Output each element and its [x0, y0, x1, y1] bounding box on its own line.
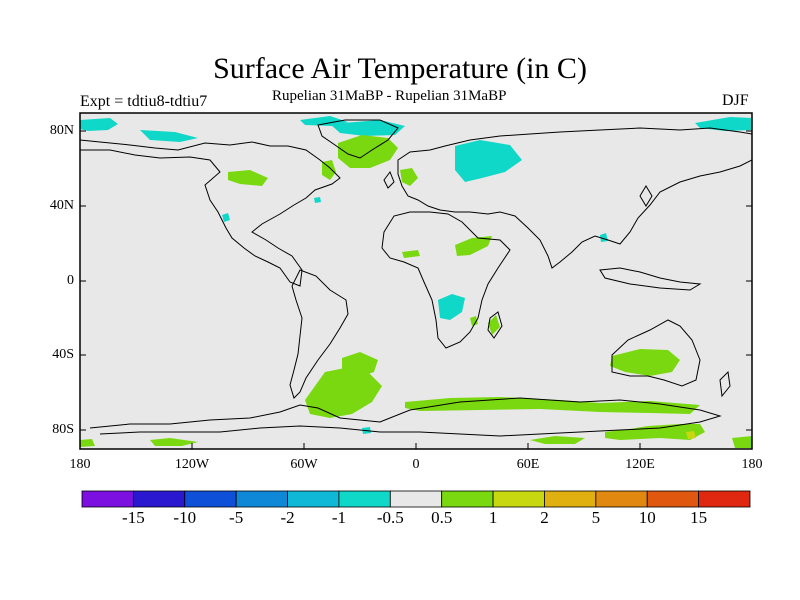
warm-patch-antarctic-south	[530, 436, 585, 444]
colorbar-label-8: 2	[540, 508, 549, 527]
warm-patch-arabia	[455, 236, 492, 256]
colorbar-label-0: -15	[122, 508, 145, 527]
cool-patch-arctic-west	[80, 118, 118, 131]
hot-spot-antarctic	[686, 431, 696, 439]
lon-label-120w: 120W	[174, 457, 210, 472]
colorbar-swatch-3	[235, 490, 288, 508]
colorbar-label-5: -0.5	[376, 508, 404, 527]
warm-patch-antarctic-far-west	[80, 439, 95, 447]
season-label: DJF	[722, 92, 749, 109]
coastline-japan	[639, 185, 653, 207]
lon-label-60w: 60W	[290, 457, 318, 472]
warm-patch-africa-southeast	[470, 316, 478, 326]
warm-patch-antarctic-west	[150, 438, 198, 446]
colorbar-swatch-4	[287, 490, 340, 508]
lon-label-0: 0	[412, 457, 420, 472]
warm-patch-east-europe	[400, 168, 418, 186]
colorbar-swatch-7	[441, 490, 494, 508]
cool-patch-greenland	[330, 120, 405, 136]
colorbar-label-11: 15	[690, 508, 708, 527]
lon-label-120e: 120E	[625, 457, 655, 472]
colorbar-swatch-5	[338, 490, 391, 508]
warm-patch-africa-west	[402, 250, 420, 258]
lat-label-80n: 80N	[49, 123, 74, 138]
coastline-africa	[381, 211, 511, 349]
warm-patch-south-america-south	[305, 368, 382, 418]
colorbar-label-4: -1	[331, 508, 346, 527]
colorbar	[81, 490, 751, 508]
lat-label-40s: 40S	[52, 347, 74, 362]
colorbar-swatch-2	[184, 490, 237, 508]
coastline-antarctica	[89, 397, 722, 437]
warm-patch-antarctic-east	[605, 424, 705, 440]
colorbar-label-3: -2	[280, 508, 295, 527]
colorbar-label-7: 1	[488, 508, 498, 527]
colorbar-swatch-0	[81, 490, 134, 508]
colorbar-swatch-10	[595, 490, 648, 508]
coastlines	[79, 119, 753, 437]
coastline-eurasia	[397, 127, 753, 269]
experiment-label: Expt = tdtiu8-tdtiu7	[80, 93, 208, 110]
colorbar-label-1: -10	[173, 508, 197, 527]
cool-patch-pacific	[222, 213, 230, 222]
lon-ticks	[191, 443, 641, 449]
cool-anomaly-patches	[80, 116, 752, 434]
cool-patch-atlantic	[140, 130, 198, 142]
coastline-australia	[611, 319, 701, 387]
lat-label-0: 0	[67, 273, 74, 288]
lon-label-180e: 180	[741, 457, 763, 472]
cool-patch-arctic-east	[695, 117, 752, 131]
cool-patch-siberia	[455, 140, 522, 182]
colorbar-swatch-12	[698, 490, 751, 508]
colorbar-swatch-9	[544, 490, 597, 508]
colorbar-swatch-6	[389, 490, 443, 508]
coastline-new-zealand	[719, 370, 731, 398]
warm-patch-australia	[610, 349, 680, 376]
map-background	[80, 113, 752, 449]
cool-patch-africa-south	[438, 294, 465, 320]
map-title: Surface Air Temperature (in C)	[213, 52, 587, 85]
lat-ticks	[80, 130, 752, 431]
warm-patch-madagascar	[488, 315, 500, 335]
map-subtitle: Rupelian 31MaBP - Rupelian 31MaBP	[272, 88, 507, 104]
colorbar-swatch-8	[492, 490, 545, 508]
colorbar-label-2: -5	[229, 508, 244, 527]
colorbar-label-10: 10	[638, 508, 656, 527]
warm-patch-antarctic-corner	[732, 436, 752, 448]
lon-label-180w: 180	[69, 457, 91, 472]
colorbar-swatch-11	[646, 490, 700, 508]
lat-label-40n: 40N	[49, 198, 74, 213]
coastline-madagascar	[487, 311, 503, 339]
coastline-indonesia	[599, 267, 702, 291]
warm-patch-north-america	[228, 170, 268, 186]
colorbar-label-9: 5	[591, 508, 601, 527]
coastline-south-america	[289, 269, 349, 399]
colorbar-label-6: 0.5	[431, 508, 453, 527]
lat-label-80s: 80S	[52, 422, 74, 437]
cool-patch-north-america	[314, 197, 321, 203]
coastline-british-isles	[383, 170, 395, 189]
coastline-greenland	[317, 119, 399, 159]
lon-label-60e: 60E	[516, 457, 540, 472]
coastline-north-america	[79, 139, 341, 287]
colorbar-swatch-1	[132, 490, 186, 508]
cool-patch-arctic-canada	[300, 116, 348, 126]
